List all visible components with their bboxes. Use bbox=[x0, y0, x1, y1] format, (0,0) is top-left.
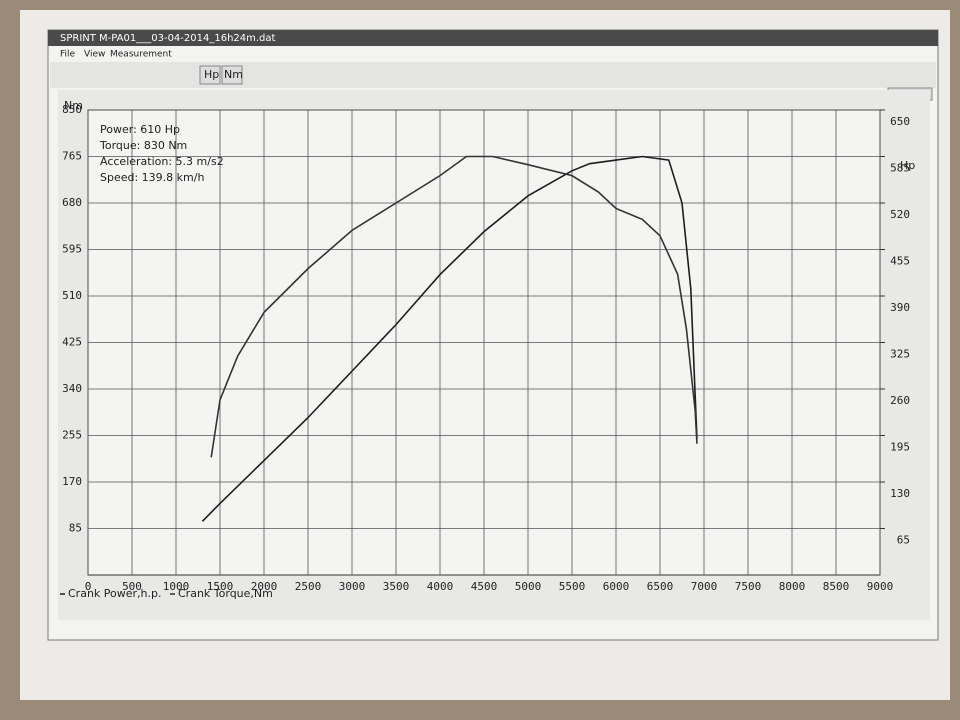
series-line bbox=[210, 155, 698, 458]
y-tick-label: 850 bbox=[62, 103, 82, 116]
y-tick-label: 85 bbox=[69, 522, 82, 535]
x-tick-label: 1000 bbox=[163, 580, 190, 593]
legend-label: Crank Power,h.p. bbox=[68, 587, 161, 600]
y2-tick-label: 520 bbox=[890, 208, 910, 221]
y-tick-label: 340 bbox=[62, 382, 82, 395]
y2-tick-label: 650 bbox=[890, 115, 910, 128]
x-tick-label: 7500 bbox=[735, 580, 762, 593]
toolbar-label: Hp bbox=[204, 68, 219, 81]
y2-tick-label: 260 bbox=[890, 394, 910, 407]
x-tick-label: 4500 bbox=[471, 580, 498, 593]
y-axis-label: Nm bbox=[64, 99, 83, 112]
y2-tick-label: 65 bbox=[897, 534, 910, 547]
x-tick-label: 8000 bbox=[779, 580, 806, 593]
x-tick-label: 6500 bbox=[647, 580, 674, 593]
menu-item[interactable]: View bbox=[84, 50, 105, 60]
x-tick-label: 1500 bbox=[207, 580, 234, 593]
y-tick-label: 765 bbox=[62, 150, 82, 163]
toolbar bbox=[50, 62, 936, 88]
y-tick-label: 425 bbox=[62, 336, 82, 349]
x-tick-label: 0 bbox=[85, 580, 92, 593]
y-tick-label: 595 bbox=[62, 243, 82, 256]
x-tick-label: 5000 bbox=[515, 580, 542, 593]
annotation: Acceleration: 5.3 m/s2 bbox=[100, 155, 224, 168]
y2-tick-label: 585 bbox=[890, 162, 910, 175]
toolbar-label: Nm bbox=[224, 68, 243, 81]
x-tick-label: 4000 bbox=[427, 580, 454, 593]
x-tick-label: 7000 bbox=[691, 580, 718, 593]
y2-tick-label: 195 bbox=[890, 441, 910, 454]
toolbar-button[interactable] bbox=[199, 65, 221, 85]
y-tick-label: 255 bbox=[62, 429, 82, 442]
annotation: Speed: 139.8 km/h bbox=[100, 171, 204, 184]
series-line bbox=[201, 155, 698, 522]
toolbar-button[interactable] bbox=[221, 65, 243, 85]
title-bar bbox=[48, 30, 938, 46]
x-tick-label: 9000 bbox=[867, 580, 894, 593]
x-tick-label: 8500 bbox=[823, 580, 850, 593]
y2-axis-label: Hp bbox=[900, 159, 915, 172]
menu-item[interactable]: Measurement bbox=[110, 50, 172, 60]
y-tick-label: 680 bbox=[62, 196, 82, 209]
x-tick-label: 6000 bbox=[603, 580, 630, 593]
y2-tick-label: 325 bbox=[890, 348, 910, 361]
window-title: SPRINT M-PA01___03-04-2014_16h24m.dat bbox=[60, 33, 276, 44]
x-tick-label: 3500 bbox=[383, 580, 410, 593]
menu-item[interactable]: File bbox=[60, 50, 76, 60]
x-tick-label: 5500 bbox=[559, 580, 586, 593]
y-tick-label: 170 bbox=[62, 475, 82, 488]
y2-tick-label: 455 bbox=[890, 255, 910, 268]
y2-tick-label: 130 bbox=[890, 487, 910, 500]
y2-tick-label: 390 bbox=[890, 301, 910, 314]
x-tick-label: 3000 bbox=[339, 580, 366, 593]
legend-label: Crank Torque,Nm bbox=[178, 587, 273, 600]
x-tick-label: 2500 bbox=[295, 580, 322, 593]
y-tick-label: 510 bbox=[62, 289, 82, 302]
x-tick-label: 500 bbox=[122, 580, 142, 593]
annotation: Torque: 830 Nm bbox=[99, 139, 187, 152]
annotation: Power: 610 Hp bbox=[100, 123, 180, 136]
x-tick-label: 2000 bbox=[251, 580, 278, 593]
